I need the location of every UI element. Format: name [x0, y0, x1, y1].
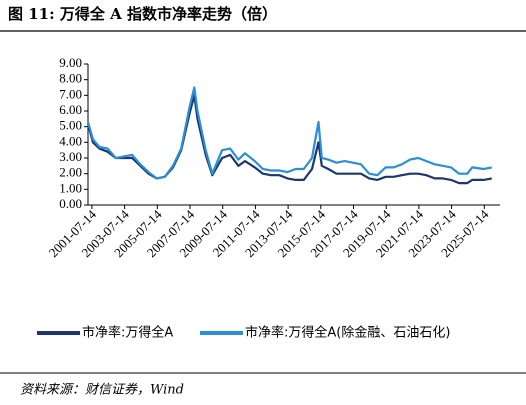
y-tick-label: 3.00 — [59, 149, 82, 164]
y-tick-label: 7.00 — [59, 86, 82, 101]
legend-label: 市净率:万得全A(除金融、石油石化) — [245, 325, 450, 341]
y-tick-label: 2.00 — [59, 165, 82, 180]
source: 资料来源：财信证券，Wind — [20, 383, 184, 398]
y-tick-label: 6.00 — [59, 102, 82, 117]
y-tick-label: 9.00 — [59, 55, 82, 70]
legend-label: 市净率:万得全A — [82, 325, 173, 341]
y-tick-label: 5.00 — [59, 118, 82, 133]
y-tick-label: 1.00 — [59, 180, 82, 195]
y-tick-label: 4.00 — [59, 133, 82, 148]
series-line — [86, 94, 493, 185]
chart-title: 图 11: 万得全 A 指数市净率走势（倍） — [8, 5, 277, 23]
y-tick-label: 0.00 — [59, 196, 82, 211]
y-tick-label: 8.00 — [59, 71, 82, 86]
series-line — [86, 86, 493, 180]
